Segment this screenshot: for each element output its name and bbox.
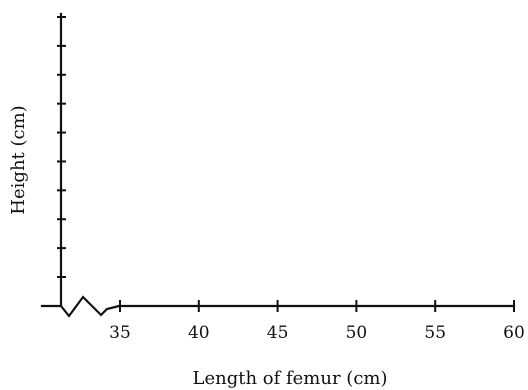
- x-tick-label: 45: [267, 323, 289, 343]
- x-tick-label: 55: [424, 323, 446, 343]
- x-tick-labels: 35 40 45 50 55 60: [109, 323, 525, 343]
- x-axis-break-symbol: [60, 295, 120, 318]
- y-ticks: [57, 16, 66, 278]
- y-axis: [57, 12, 66, 308]
- x-tick-label: 35: [109, 323, 131, 343]
- y-axis-title: Height (cm): [8, 105, 29, 214]
- x-tick-label: 60: [503, 323, 525, 343]
- x-ticks: [119, 300, 515, 312]
- x-axis: 35 40 45 50 55 60: [40, 295, 525, 343]
- x-tick-label: 50: [346, 323, 368, 343]
- x-axis-title: Length of femur (cm): [193, 368, 388, 389]
- x-tick-label: 40: [188, 323, 210, 343]
